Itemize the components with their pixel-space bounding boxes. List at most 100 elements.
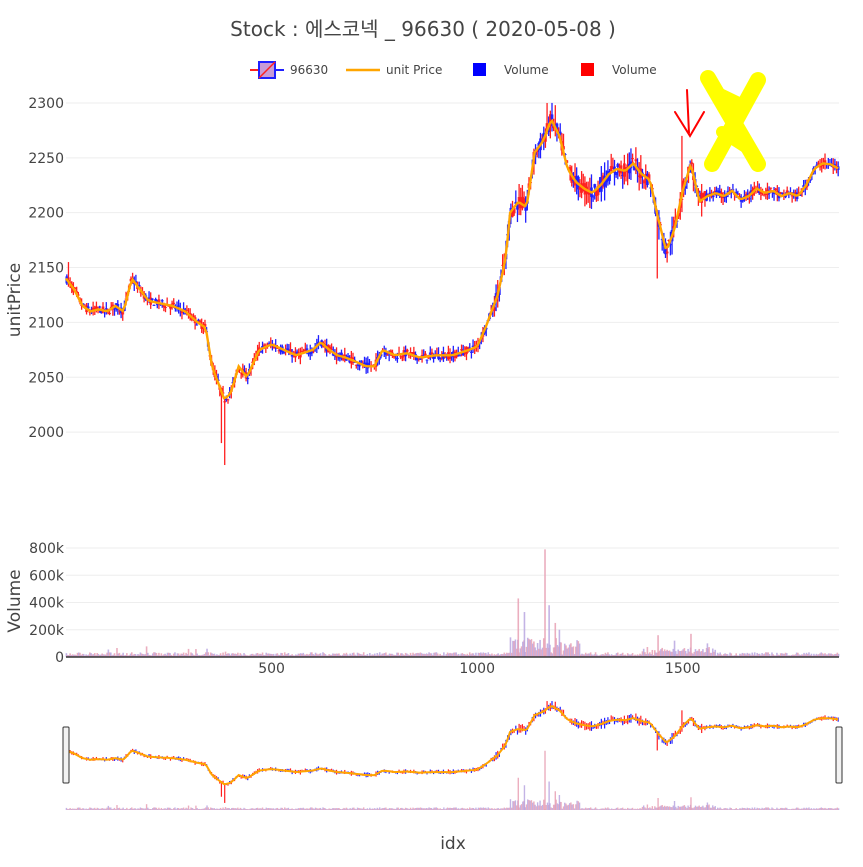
volume-bar <box>265 652 268 657</box>
range-volume-bar <box>387 808 390 810</box>
range-slider-background[interactable] <box>66 693 839 810</box>
range-volume-bar <box>288 809 291 810</box>
range-volume-bar <box>89 807 91 810</box>
volume-bar <box>691 652 693 657</box>
legend-item-2[interactable]: Volume <box>473 63 549 77</box>
volume-bar <box>198 655 201 657</box>
volume-bar <box>333 653 335 657</box>
range-volume-bar <box>453 807 455 810</box>
volume-bar <box>607 652 609 657</box>
volume-bar <box>163 654 165 657</box>
volume-bar <box>412 652 414 657</box>
volume-bar <box>482 652 485 657</box>
volume-bar <box>137 654 139 657</box>
range-volume-bar <box>640 808 642 810</box>
range-volume-bar <box>652 808 655 810</box>
volume-bar <box>530 639 533 657</box>
volume-axis-ticks: 0 200k 400k 600k 800k <box>29 541 65 666</box>
range-volume-bar <box>124 808 127 810</box>
range-volume-bar <box>717 807 719 810</box>
volume-bar <box>334 653 337 657</box>
range-volume-bar <box>321 809 323 810</box>
range-volume-bar <box>107 805 110 810</box>
range-volume-bar <box>136 809 138 810</box>
volume-bar <box>204 652 207 657</box>
range-volume-bar <box>296 808 298 810</box>
volume-bar <box>604 652 607 657</box>
legend-item-0[interactable]: 96630 <box>250 61 328 79</box>
range-volume-bar <box>614 808 617 810</box>
volume-bar <box>829 653 831 657</box>
volume-bar <box>661 647 663 657</box>
range-volume-bar <box>118 807 121 810</box>
range-volume-bar <box>534 804 536 810</box>
volume-bar <box>77 652 80 657</box>
range-slider-left-handle[interactable] <box>62 726 70 784</box>
range-volume-bar <box>379 807 381 810</box>
volume-bar <box>576 640 578 657</box>
volume-bar <box>406 653 408 657</box>
range-volume-bar <box>649 807 651 810</box>
volume-bar <box>74 654 76 657</box>
range-volume-bar <box>633 809 635 810</box>
volume-bar <box>130 652 133 657</box>
volume-bar <box>486 654 488 657</box>
range-volume-bar <box>111 809 113 810</box>
range-volume-bar <box>538 805 540 810</box>
range-volume-bar <box>713 807 715 810</box>
volume-bar <box>90 653 92 657</box>
volume-bar <box>679 650 682 657</box>
volume-bar <box>295 654 297 657</box>
range-volume-bar <box>592 809 594 810</box>
volume-bar <box>620 653 623 657</box>
volume-bar <box>813 653 815 657</box>
range-volume-bar <box>122 807 124 810</box>
candle <box>611 157 615 170</box>
price-panel[interactable]: 2000 2050 2100 2150 2200 2250 2300 <box>28 96 840 466</box>
volume-bar <box>658 650 661 657</box>
candle <box>833 158 837 171</box>
volume-bar <box>339 655 342 657</box>
volume-bar <box>765 652 767 657</box>
range-volume-bar <box>459 809 461 810</box>
range-volume-bar <box>324 808 327 810</box>
candle <box>330 343 334 350</box>
range-volume-bar <box>119 808 122 810</box>
range-volume-bar <box>235 808 238 810</box>
candle <box>152 304 156 307</box>
volume-bar <box>592 655 594 657</box>
range-volume-bar <box>66 808 69 810</box>
range-volume-bar <box>248 809 250 810</box>
volume-bar <box>618 655 620 657</box>
range-volume-bar <box>810 808 813 810</box>
range-volume-bar <box>139 807 142 810</box>
range-volume-bar <box>749 808 751 810</box>
range-volume-bar <box>386 808 388 810</box>
volume-bar <box>538 648 540 657</box>
range-volume-bar <box>312 808 314 810</box>
range-volume-bar <box>824 807 826 810</box>
legend[interactable]: 96630 unit Price Volume Volume <box>250 61 657 79</box>
volume-panel[interactable]: 0 200k 400k 600k 800k <box>29 541 840 666</box>
range-volume-bar <box>261 807 264 810</box>
range-volume-bar <box>443 807 445 810</box>
legend-item-1[interactable]: unit Price <box>346 63 442 77</box>
range-volume-bar <box>693 807 695 810</box>
range-volume-bar <box>69 807 71 810</box>
volume-bar <box>630 654 633 657</box>
range-volume-bar <box>97 808 100 810</box>
range-slider[interactable] <box>62 693 843 810</box>
range-volume-bar <box>786 807 788 810</box>
volume-bar <box>167 652 170 657</box>
x-tick-label: 1000 <box>459 661 495 677</box>
legend-item-3[interactable]: Volume <box>581 63 657 77</box>
range-volume-bar <box>129 808 132 810</box>
volume-bar <box>422 653 424 657</box>
range-volume-bar <box>699 806 702 810</box>
range-volume-bar <box>185 807 187 810</box>
range-slider-right-handle[interactable] <box>835 726 843 784</box>
range-volume-bar <box>313 808 316 810</box>
volume-bar <box>605 654 608 657</box>
volume-bar <box>810 653 813 657</box>
volume-bar <box>329 654 332 657</box>
